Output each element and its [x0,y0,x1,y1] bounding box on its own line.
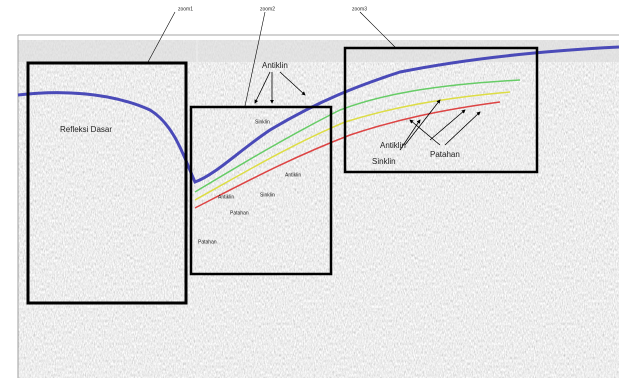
annotation: Sinklin [255,119,270,125]
annotation: Antiklin [380,141,406,150]
annotation: Antiklin [262,61,288,70]
annotation: Patahan [230,210,249,216]
water-column [18,40,619,62]
callout-label: zoom2 [260,6,275,12]
callout-label: zoom1 [178,6,193,12]
annotation: Patahan [198,239,217,245]
annotation: Antiklin [218,194,234,200]
annotation: Antiklin [285,172,301,178]
annotation: Sinklin [260,192,275,198]
seismic-figure: zoom1 zoom2 zoom3 Refleksi Dasar Antikli… [0,0,619,378]
annotation: Refleksi Dasar [60,125,112,134]
callout-label: zoom3 [352,6,367,12]
annotation: Sinklin [372,157,396,166]
annotation: Patahan [430,150,460,159]
seismic-section [18,40,619,378]
